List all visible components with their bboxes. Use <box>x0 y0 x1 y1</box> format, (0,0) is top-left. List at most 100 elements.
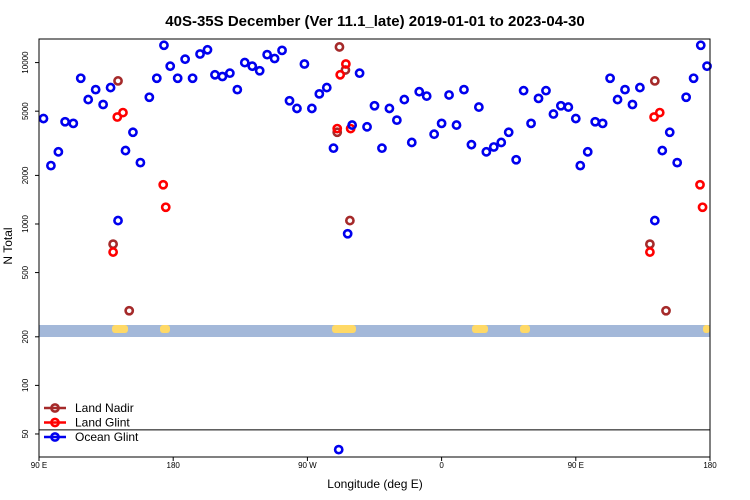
land-patch <box>472 325 488 333</box>
data-point <box>75 73 86 84</box>
data-point <box>321 82 332 93</box>
data-point <box>620 84 630 95</box>
legend-item: Land Nadir <box>44 401 134 415</box>
data-point <box>124 305 135 316</box>
chart-title: 40S-35S December (Ver 11.1_late) 2019-01… <box>165 13 584 30</box>
data-point <box>657 145 668 156</box>
data-point <box>697 202 708 213</box>
data-point <box>347 120 358 130</box>
data-point <box>53 146 64 157</box>
data-point <box>444 90 454 100</box>
data-point <box>113 76 123 86</box>
data-point <box>328 143 339 154</box>
data-point <box>333 444 344 455</box>
data-point <box>180 54 191 65</box>
legend-label: Land Glint <box>75 416 130 430</box>
data-point <box>605 73 615 84</box>
data-point <box>503 127 514 138</box>
data-point <box>306 103 317 114</box>
data-point <box>340 59 351 69</box>
data-point <box>195 49 205 59</box>
data-point <box>144 92 155 103</box>
land-mask-band <box>39 325 710 337</box>
land-patch <box>520 325 530 333</box>
data-point <box>399 94 410 105</box>
data-point <box>414 86 425 97</box>
data-point <box>563 102 574 112</box>
legend-item: Ocean Glint <box>44 430 139 444</box>
legend-label: Ocean Glint <box>75 430 139 444</box>
data-point <box>451 120 462 130</box>
data-point <box>421 91 432 101</box>
legend-marker <box>50 417 60 428</box>
data-point <box>342 228 353 239</box>
data-point <box>232 84 243 95</box>
series-land-glint <box>108 59 708 257</box>
data-point <box>681 92 692 103</box>
data-point <box>128 127 138 138</box>
data-point <box>533 93 544 104</box>
data-point <box>160 202 171 213</box>
land-patch <box>160 325 170 333</box>
data-point <box>202 44 213 55</box>
data-point <box>46 160 56 171</box>
data-point <box>377 143 387 154</box>
data-point <box>120 145 131 156</box>
data-point <box>526 118 536 129</box>
data-point <box>224 68 235 79</box>
data-point <box>664 127 675 138</box>
y-tick-label: 1000 <box>21 215 30 233</box>
data-point <box>635 82 645 93</box>
data-point <box>247 61 258 72</box>
data-point <box>277 45 287 56</box>
data-point <box>548 109 559 119</box>
data-point <box>292 103 302 114</box>
y-tick-label: 5000 <box>21 102 30 120</box>
data-point <box>496 137 507 148</box>
data-point <box>105 82 116 93</box>
data-point <box>597 118 608 129</box>
data-point <box>555 100 566 111</box>
data-point <box>98 99 109 110</box>
data-point <box>151 73 162 84</box>
axis-ticks: 90 E 180 90 W 0 90 E 180 50 100 200 500 1000 2000 50… <box>21 51 717 470</box>
x-tick-label: 90 E <box>568 461 584 470</box>
series-land-nadir <box>108 42 671 316</box>
data-point <box>314 88 325 99</box>
data-point <box>344 215 355 226</box>
series-ocean-glint <box>38 40 712 455</box>
data-point <box>159 40 169 51</box>
data-point <box>172 73 183 84</box>
data-point <box>695 40 706 51</box>
data-point <box>459 84 469 95</box>
data-point <box>481 146 492 157</box>
data-point <box>108 247 119 257</box>
x-tick-label: 180 <box>703 461 717 470</box>
data-point <box>165 61 176 72</box>
data-point <box>541 85 551 96</box>
data-point <box>369 100 380 111</box>
legend-marker <box>50 432 60 442</box>
data-point <box>436 118 447 129</box>
data-point <box>135 157 146 168</box>
data-point <box>217 71 228 82</box>
data-point <box>332 127 343 138</box>
data-point <box>612 94 623 105</box>
data-point <box>570 113 581 124</box>
data-point <box>582 146 593 157</box>
y-tick-label: 200 <box>21 330 30 344</box>
data-point <box>654 107 665 118</box>
data-point <box>334 42 345 52</box>
data-point <box>688 73 699 84</box>
data-point <box>239 57 250 68</box>
data-point <box>210 69 220 80</box>
data-point <box>90 84 101 95</box>
data-point <box>488 142 499 152</box>
data-point <box>60 116 70 127</box>
data-point <box>429 129 440 140</box>
x-axis-label: Longitude (deg E) <box>327 477 422 491</box>
data-point <box>702 61 712 72</box>
land-patch <box>332 325 356 333</box>
x-tick-label: 180 <box>167 461 181 470</box>
